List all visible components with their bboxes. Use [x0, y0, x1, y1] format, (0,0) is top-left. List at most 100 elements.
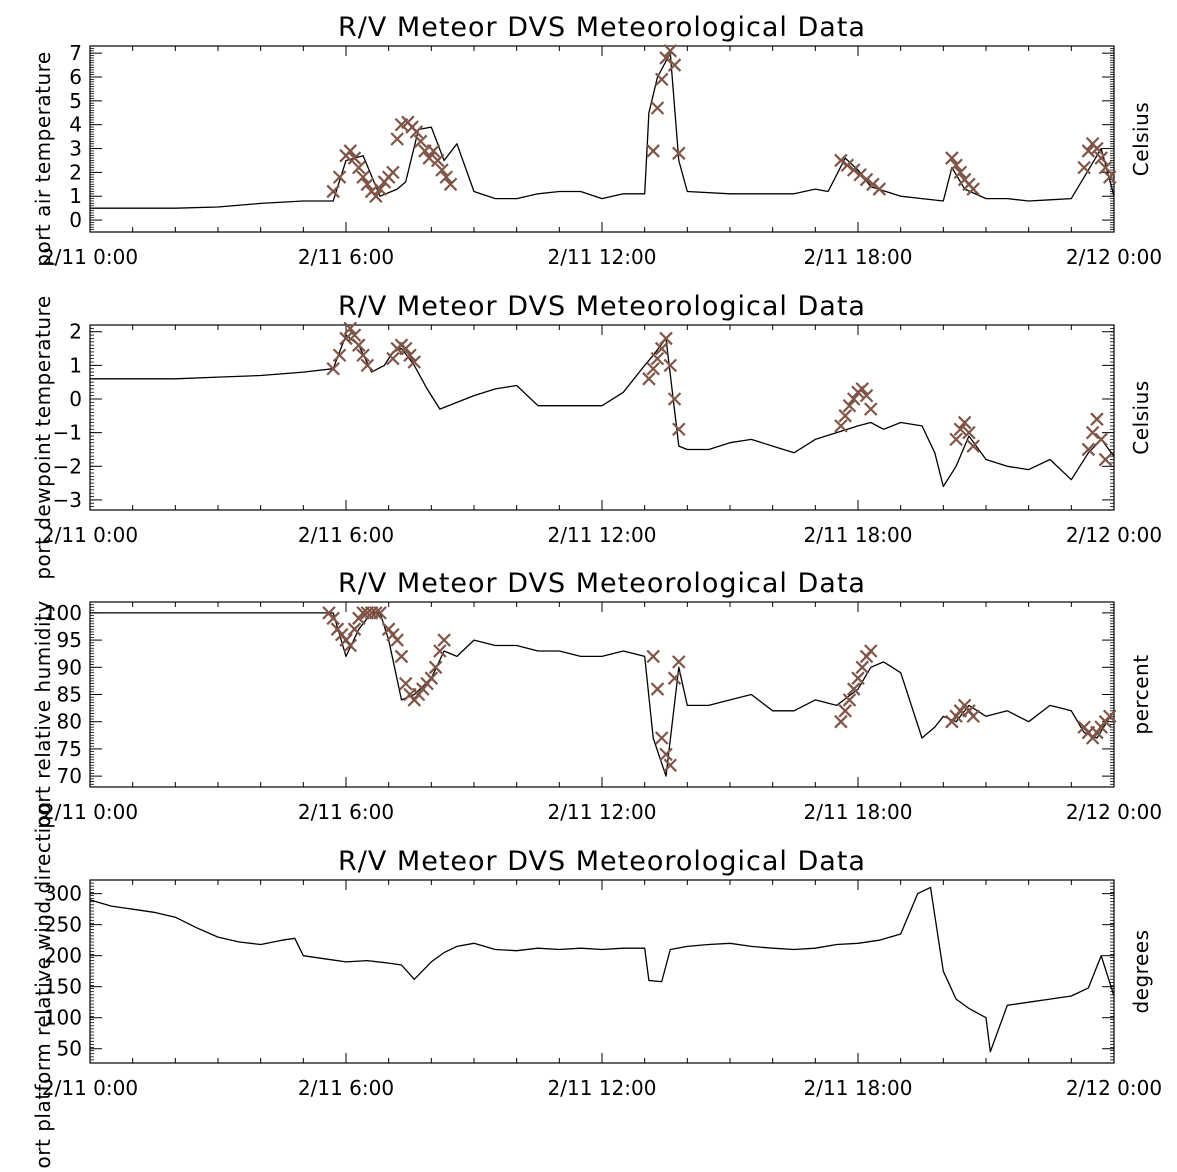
x-tick-label: 2/12 0:00 [1066, 523, 1162, 547]
data-marker [654, 731, 669, 745]
data-marker [949, 432, 963, 447]
data-marker [842, 693, 857, 707]
y-tick-label: 4 [69, 113, 82, 137]
data-marker [846, 392, 861, 406]
y-tick-label: 0 [69, 387, 82, 411]
y-units-label: percent [1129, 654, 1153, 734]
data-marker [347, 622, 362, 636]
data-marker [872, 182, 887, 196]
y-axis-label: port platform relative wind direction [31, 801, 55, 1168]
x-tick-label: 2/12 0:00 [1066, 800, 1162, 824]
data-marker [326, 184, 340, 199]
plot-frame [89, 45, 1115, 233]
series-line [90, 612, 1115, 777]
y-tick-label: 2 [69, 160, 82, 184]
x-tick-label: 2/11 12:00 [548, 1076, 657, 1100]
data-marker [667, 392, 682, 406]
series-line [89, 886, 1115, 1053]
y-tick-label: 150 [44, 975, 82, 999]
data-marker [672, 422, 686, 437]
data-marker [435, 163, 449, 177]
x-tick-label: 2/11 6:00 [298, 245, 394, 269]
data-marker [646, 649, 660, 664]
x-tick-label: 2/11 0:00 [42, 523, 138, 547]
data-marker [663, 358, 678, 373]
data-marker [859, 388, 874, 403]
y-tick-label: 1 [69, 184, 82, 208]
data-marker [343, 321, 358, 336]
data-marker [390, 633, 404, 647]
data-marker [851, 671, 865, 685]
data-marker [855, 382, 870, 396]
data-marker [424, 671, 439, 685]
chart-title: R/V Meteor DVS Meteorological Data [338, 568, 866, 599]
y-tick-label: 7 [69, 41, 82, 65]
data-marker [1094, 151, 1108, 165]
data-marker [1098, 452, 1113, 467]
data-marker [1090, 141, 1104, 156]
x-tick-label: 2/11 6:00 [298, 523, 394, 547]
data-marker [326, 611, 340, 626]
data-marker [953, 165, 968, 180]
y-tick-label: 2 [69, 320, 82, 344]
data-marker [437, 633, 451, 647]
y-tick-label: 0 [69, 208, 82, 232]
data-marker [834, 714, 848, 729]
data-marker [838, 704, 852, 718]
x-tick-label: 2/11 6:00 [298, 800, 394, 824]
y-tick-label: 50 [57, 1037, 82, 1061]
data-marker [966, 439, 980, 453]
data-marker [369, 606, 383, 620]
data-marker [390, 132, 404, 146]
y-units-label: Celsius [1129, 380, 1153, 454]
y-tick-label: 100 [44, 1006, 82, 1030]
data-marker [1090, 412, 1104, 426]
data-marker [659, 331, 673, 346]
series-line [90, 334, 1115, 488]
y-tick-label: −3 [53, 488, 82, 512]
y-axis-label: port dewpoint temperature [31, 295, 55, 579]
chart-title: R/V Meteor DVS Meteorological Data [338, 291, 866, 322]
data-marker [326, 361, 340, 376]
x-tick-label: 2/11 18:00 [804, 1076, 913, 1100]
data-marker [846, 682, 861, 696]
y-tick-label: −2 [53, 454, 82, 478]
data-marker [859, 172, 874, 187]
data-marker [356, 348, 370, 363]
data-marker [1102, 170, 1117, 184]
data-marker [866, 177, 880, 192]
data-marker [352, 338, 366, 352]
data-marker [672, 655, 686, 669]
data-marker [394, 649, 409, 664]
data-marker [962, 425, 976, 440]
data-marker [650, 682, 665, 696]
data-marker [667, 671, 682, 685]
data-marker [853, 167, 867, 182]
y-tick-label: 6 [69, 65, 82, 89]
series-line [90, 52, 1115, 209]
data-marker [343, 144, 358, 158]
data-marker [398, 676, 413, 691]
data-marker [1094, 432, 1108, 447]
data-marker [838, 409, 852, 423]
data-marker [439, 170, 454, 184]
x-tick-label: 2/11 12:00 [548, 800, 657, 824]
data-marker [343, 638, 358, 653]
data-marker [1098, 160, 1113, 175]
y-tick-label: 200 [44, 944, 82, 968]
data-marker [386, 165, 400, 180]
data-marker [428, 660, 443, 675]
data-marker [422, 151, 436, 165]
data-marker [672, 146, 686, 161]
data-marker [386, 351, 400, 366]
x-tick-label: 2/11 0:00 [42, 800, 138, 824]
y-units-label: degrees [1129, 929, 1153, 1013]
data-marker [953, 422, 968, 437]
data-marker [352, 160, 366, 175]
y-tick-label: 90 [57, 655, 82, 679]
data-marker [966, 182, 980, 196]
data-marker [356, 170, 370, 184]
data-marker [642, 372, 656, 386]
